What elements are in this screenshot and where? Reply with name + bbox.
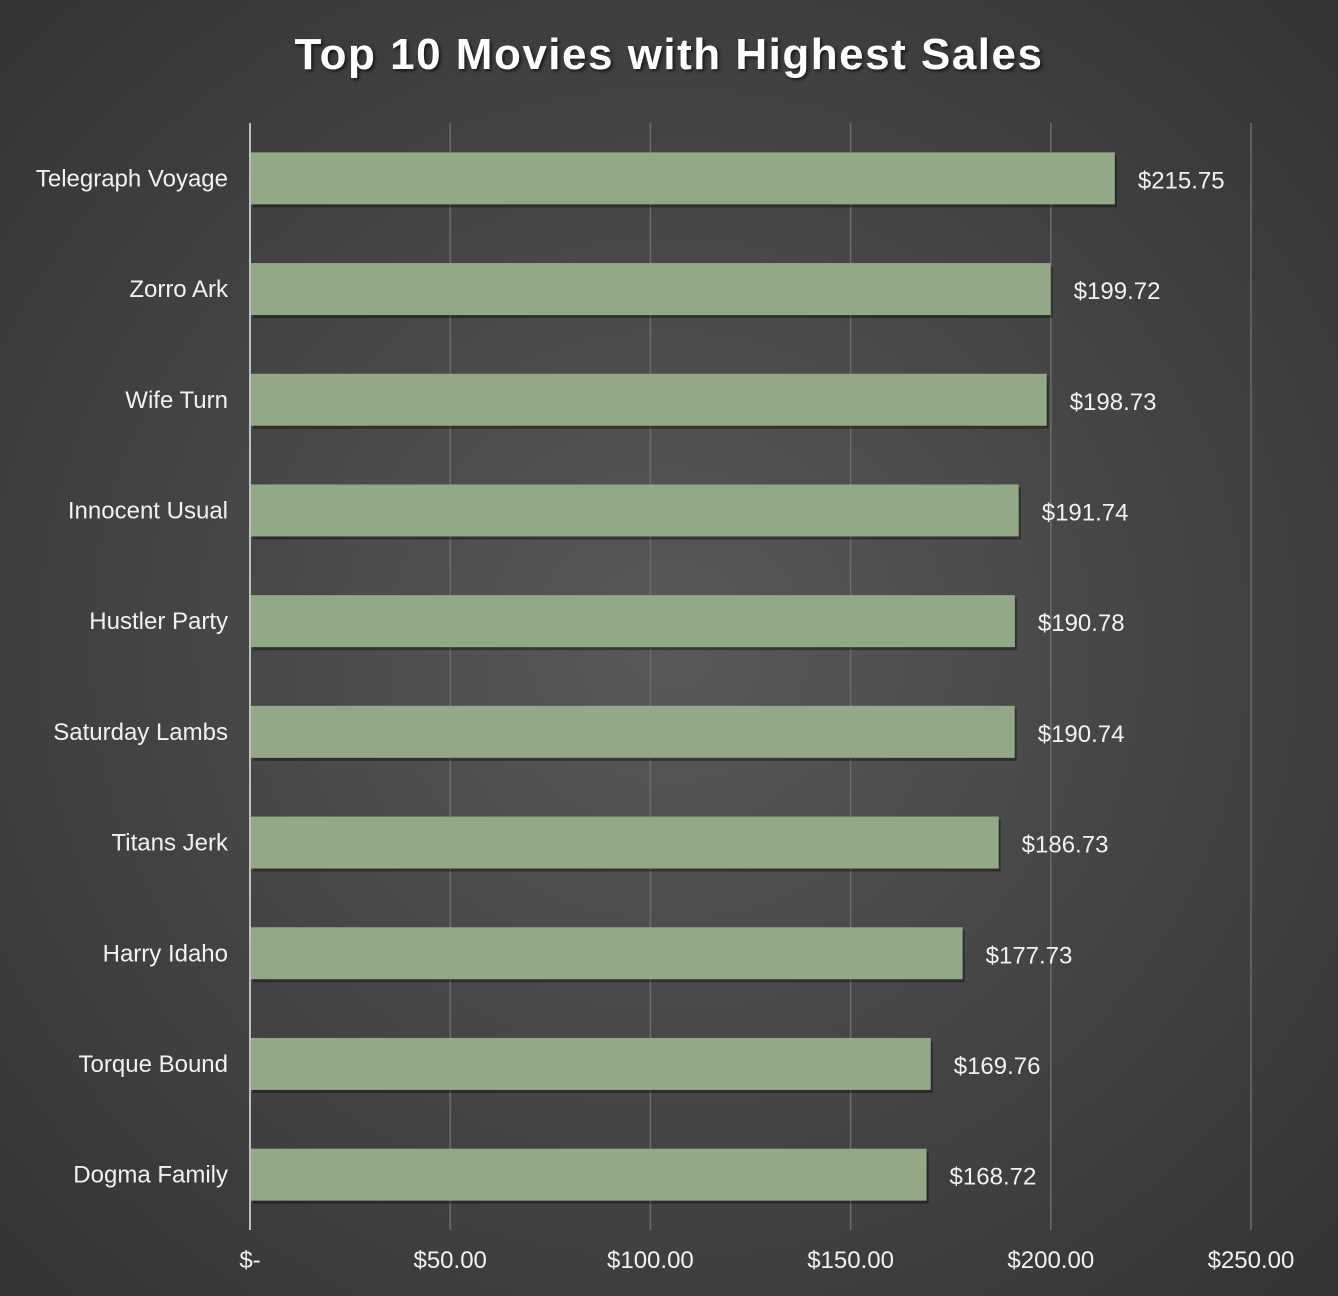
category-label: Saturday Lambs — [53, 719, 228, 746]
x-tick-label: $250.00 — [1208, 1247, 1295, 1274]
bar — [251, 595, 1015, 648]
bar — [251, 152, 1115, 205]
bar — [251, 927, 963, 980]
bars — [251, 152, 1117, 1204]
x-tick-label: $50.00 — [413, 1247, 486, 1274]
data-label: $168.72 — [950, 1164, 1037, 1191]
x-tick-label: $100.00 — [607, 1247, 694, 1274]
bar — [251, 373, 1047, 426]
bar — [251, 263, 1051, 316]
category-label: Titans Jerk — [112, 830, 229, 857]
category-label: Dogma Family — [73, 1162, 228, 1189]
x-tick-label: $150.00 — [807, 1247, 894, 1274]
category-label: Hustler Party — [89, 608, 228, 635]
data-label: $215.75 — [1138, 167, 1225, 194]
data-label: $191.74 — [1042, 499, 1129, 526]
x-tick-label: $- — [239, 1247, 260, 1274]
chart-title: Top 10 Movies with Highest Sales — [294, 30, 1044, 79]
category-label: Harry Idaho — [103, 940, 228, 967]
data-label: $169.76 — [954, 1053, 1041, 1080]
bar — [251, 484, 1019, 537]
data-label: $186.73 — [1022, 832, 1109, 859]
category-label: Wife Turn — [125, 387, 228, 414]
x-tick-label: $200.00 — [1007, 1247, 1094, 1274]
category-label: Torque Bound — [79, 1051, 228, 1078]
bar — [251, 816, 999, 869]
category-label: Zorro Ark — [129, 276, 229, 303]
bar — [251, 1148, 927, 1201]
data-label: $198.73 — [1070, 389, 1157, 416]
data-label: $190.74 — [1038, 721, 1125, 748]
data-label: $177.73 — [986, 942, 1073, 969]
data-label: $199.72 — [1074, 278, 1161, 305]
bar — [251, 705, 1015, 758]
data-label: $190.78 — [1038, 610, 1125, 637]
category-label: Telegraph Voyage — [36, 165, 228, 192]
bar — [251, 1037, 931, 1090]
labels: $- $50.00 $100.00 $150.00 $200.00 $250.00 Tele… — [36, 165, 1295, 1274]
category-label: Innocent Usual — [68, 497, 228, 524]
